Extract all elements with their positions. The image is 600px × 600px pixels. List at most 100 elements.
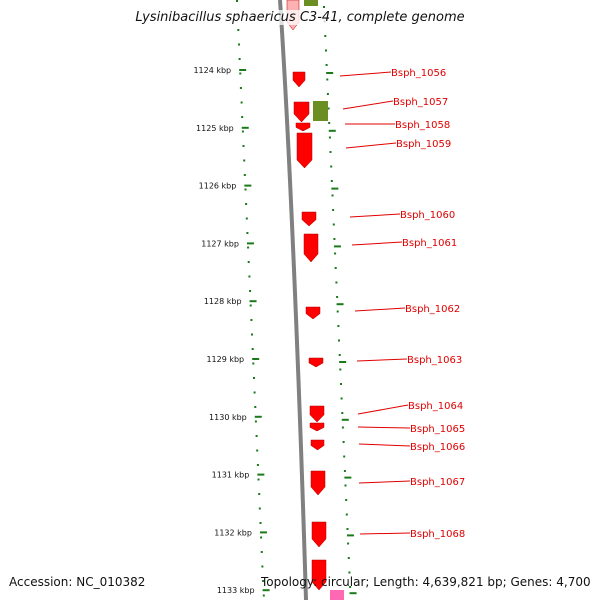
scale-tick-label: 1129 kbp [206,355,244,364]
ruler-dot [262,594,265,597]
gene-label-leader [351,241,403,246]
gene-label-leader [357,426,411,429]
ruler-dot [335,281,338,284]
scale-tick-label: 1132 kbp [214,528,252,537]
ruler-dots [236,0,352,597]
ruler-dot [244,188,247,191]
ruler-dot [245,203,248,205]
ruler-dot [254,420,257,423]
ruler-dot [247,246,250,249]
gene-label[interactable]: Bsph_1056 [391,68,446,79]
gene-labels: Bsph_1056 Bsph_1057 Bsph_1058 Bsph_1059 Bsph… [339,68,465,540]
scale-tick-label: 1133 kbp [217,586,255,595]
ruler-dot [238,58,241,60]
ruler-dot [238,43,240,46]
ruler-dot [325,64,328,66]
ruler-dot [331,194,334,197]
ruler-dot [334,267,337,269]
gene-label[interactable]: Bsph_1066 [410,442,465,453]
ruler-dot [239,87,242,89]
gene-arrow [308,357,324,368]
genome-backbone [278,0,308,600]
gene-label[interactable]: Bsph_1065 [410,424,465,435]
gene-label-leader [345,142,397,149]
gene-pink [330,590,344,600]
ruler-dot [250,319,253,321]
ruler-dot [236,0,238,2]
ruler-dot [258,507,261,510]
ruler-dot [239,72,242,75]
scale-tick-label: 1130 kbp [209,413,247,422]
gene-arrow [305,306,321,320]
gene-label[interactable]: Bsph_1059 [396,139,451,150]
scale-tick-label: 1127 kbp [201,239,239,248]
gene-label[interactable]: Bsph_1057 [393,97,448,108]
gene-label-leader [339,71,392,77]
ruler-dot [340,383,342,385]
ruler-dot [345,499,348,501]
ruler-dot [243,159,246,162]
ruler-dot [251,333,253,336]
ruler-dot [325,49,327,52]
ruler-dot [262,580,265,582]
genome-summary: Topology: circular; Length: 4,639,821 bp… [261,575,591,589]
gene-label[interactable]: Bsph_1063 [407,355,462,366]
ruler-dot [326,93,329,95]
ruler-dot [330,180,333,182]
ruler-dot [324,35,327,37]
ruler-dot [341,426,344,429]
gene-arrow [311,521,327,548]
ruler-dot [327,107,330,110]
ruler-dot [345,513,348,516]
gene-arrow [296,132,313,169]
gene-label[interactable]: Bsph_1060 [400,210,455,221]
gene-label-leader [358,443,411,447]
scale-tick-label: 1124 kbp [193,66,231,75]
ruler-dot [343,455,346,458]
gene-features [286,0,344,600]
gene-label-leader [354,307,406,312]
ruler-dot [340,397,343,400]
ruler-dot [259,522,262,524]
ruler-dot [260,536,263,539]
gene-label[interactable]: Bsph_1058 [395,120,450,131]
gene-green-top [304,0,318,6]
ruler-dot [347,557,350,559]
ruler-dot [328,136,331,139]
ruler-dot [248,275,251,278]
ruler-dot [249,304,252,307]
ruler-dot [347,542,350,545]
gene-label[interactable]: Bsph_1064 [408,401,463,412]
ruler-dot [334,252,337,255]
ruler-dot [329,151,332,153]
ruler-dot [336,310,339,313]
ruler-dot [256,449,259,452]
ruler-dot [261,565,264,568]
ruler-dot [253,391,256,394]
gene-label[interactable]: Bsph_1067 [410,477,465,488]
ruler-dot [255,435,258,437]
ruler-dot [336,296,339,298]
gene-label[interactable]: Bsph_1061 [402,238,457,249]
scale-ticks: 1124 kbp 1125 kbp 1126 kbp 1127 kbp 1128 kbp… [193,66,357,595]
gene-arrow [309,422,325,432]
scale-tick-label: 1128 kbp [204,297,242,306]
ruler-dot [323,6,325,8]
gene-label-leader [342,100,394,110]
ruler-dot [249,290,252,292]
gene-arrow [310,470,326,496]
gene-arrow [292,71,306,88]
scale-tick-label: 1126 kbp [199,182,237,191]
gene-arrow [295,122,311,132]
ruler-dot [253,377,255,379]
ruler-dot [258,493,261,495]
gene-arrow [310,439,325,451]
gene-label[interactable]: Bsph_1062 [405,304,460,315]
ruler-dot [343,470,346,472]
ruler-dot [256,464,259,466]
ruler-dot [247,261,250,263]
ruler-dot [257,478,260,481]
gene-label-leader [356,358,408,362]
ruler-dot [337,325,340,327]
gene-label[interactable]: Bsph_1068 [410,529,465,540]
